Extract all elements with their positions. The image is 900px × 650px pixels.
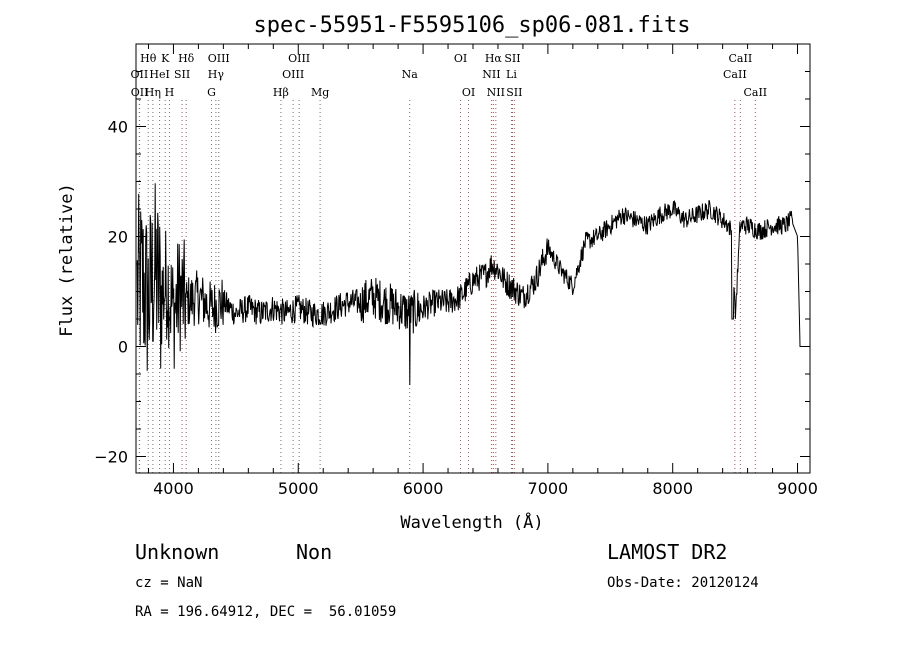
y-tick-label: 20 [108, 228, 128, 247]
spectral-line-label: Na [402, 68, 419, 81]
spectral-line-label: Mg [311, 86, 329, 99]
spectral-line-label: Hβ [273, 86, 289, 99]
x-tick-label: 8000 [652, 479, 693, 498]
spectral-line-label: OI [454, 52, 467, 65]
spectral-line-label: OIII [208, 52, 230, 65]
obs-date-label: Obs-Date: 20120124 [607, 575, 759, 591]
chart-title: spec-55951-F5595106_sp06-081.fits [253, 13, 690, 38]
axis-ticks: 4000 5000 6000 7000 8000 9000 −20 0 20 40 [94, 44, 818, 498]
redshift-label: cz = NaN [135, 575, 203, 591]
x-tick-label: 7000 [528, 479, 569, 498]
x-tick-label: 6000 [403, 479, 444, 498]
subclass-label: Non [296, 540, 333, 564]
coordinates-label: RA = 196.64912, DEC = 56.01059 [135, 604, 397, 620]
spectral-line-label: Hα [485, 52, 503, 65]
y-tick-label: 40 [108, 118, 128, 137]
classification-label: Unknown [135, 540, 220, 564]
spectral-line-label: G [207, 86, 216, 99]
spectral-line-markers [138, 100, 756, 473]
spectral-line-label: HeI [149, 68, 169, 81]
y-tick-label: 0 [118, 338, 128, 357]
x-tick-label: 4000 [153, 479, 194, 498]
spectrum-series-line [136, 183, 804, 386]
x-axis-label: Wavelength (Å) [400, 511, 543, 533]
spectral-line-label: OIII [282, 68, 304, 81]
spectral-line-label: CaII [723, 68, 747, 81]
spectral-line-label: SII [504, 52, 520, 65]
y-tick-label: −20 [94, 448, 128, 467]
y-axis-label: Flux (relative) [57, 183, 77, 337]
spectral-line-label: H [165, 86, 175, 99]
spectral-line-label: Hδ [178, 52, 195, 65]
spectral-line-label: Li [506, 68, 517, 81]
spectral-line-label: NII [482, 68, 500, 81]
spectral-line-label: SII [174, 68, 190, 81]
spectral-line-label: K [161, 52, 170, 65]
spectral-line-label: NII [487, 86, 505, 99]
spectral-line-label: CaII [743, 86, 767, 99]
spectral-line-label: Hγ [208, 68, 225, 81]
spectral-line-label: CaII [729, 52, 753, 65]
x-tick-label: 9000 [777, 479, 818, 498]
spectral-line-label: OIII [288, 52, 310, 65]
x-tick-label: 5000 [278, 479, 319, 498]
spectral-line-label: Hη [145, 86, 161, 99]
spectral-line-label: OII [131, 68, 149, 81]
spectral-line-label: Hθ [140, 52, 157, 65]
spectral-line-label: OI [462, 86, 475, 99]
spectral-line-label: OII [131, 86, 149, 99]
survey-label: LAMOST DR2 [607, 540, 728, 564]
plot-frame [135, 43, 811, 474]
spectral-line-label: SII [506, 86, 522, 99]
